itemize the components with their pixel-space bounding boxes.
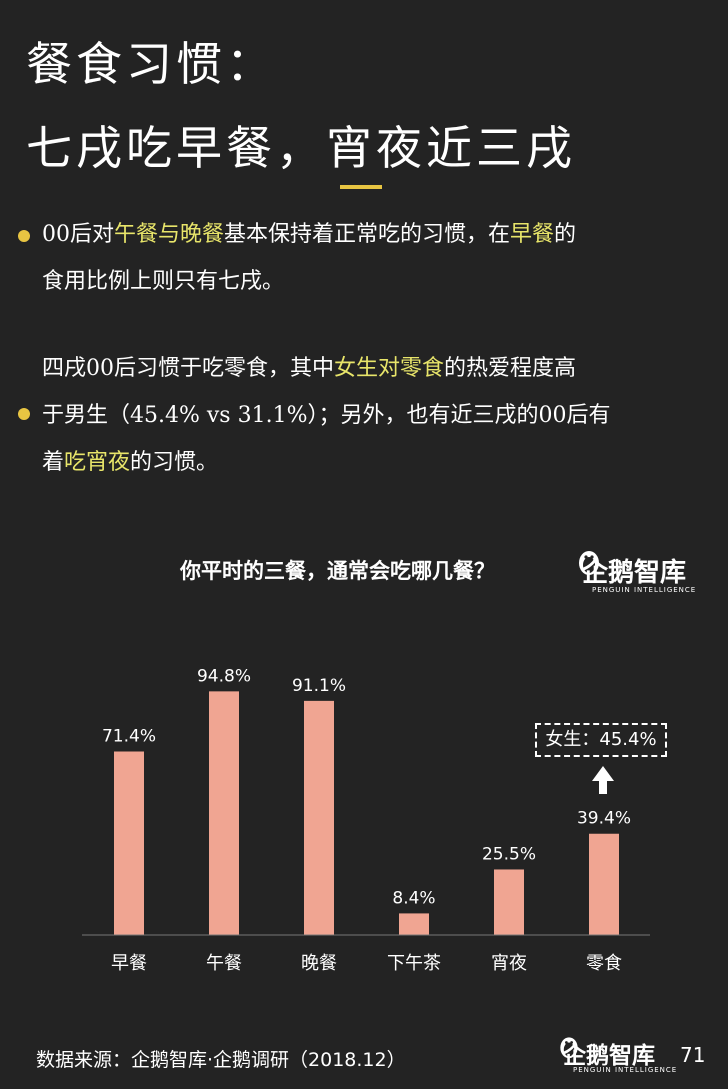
chart-question: 你平时的三餐，通常会吃哪几餐？ — [180, 559, 495, 583]
bar-value-label: 39.4% — [577, 809, 631, 829]
bar-早餐 — [114, 751, 144, 935]
x-tick-label: 晚餐 — [301, 953, 337, 974]
x-tick-label: 早餐 — [111, 953, 147, 974]
logo-subtitle: PENGUIN INTELLIGENCE — [573, 1066, 678, 1074]
up-arrow-icon — [592, 766, 614, 794]
bar-value-label: 91.1% — [292, 676, 346, 696]
paragraph-2-text-5: 的习惯。 — [130, 450, 219, 475]
bar-value-label: 71.4% — [102, 727, 156, 747]
x-tick-label: 午餐 — [206, 953, 242, 974]
bar-下午茶 — [399, 913, 429, 935]
x-tick-label: 下午茶 — [387, 953, 441, 974]
paragraph-2-text-2: 的热爱程度高 — [444, 356, 577, 381]
callout-female-value: 女生：45.4% — [535, 723, 667, 757]
logo-name: 企鹅智库 — [563, 1043, 655, 1069]
bar-chart: 71.4% 早餐 94.8% 午餐 91.1% 晚餐 8.4% 下午茶 25.5% 宵夜 39.4%… — [82, 666, 650, 974]
bar-宵夜 — [494, 869, 524, 935]
page-title-line2: 七戌吃早餐，宵夜近三戌 — [26, 121, 576, 175]
paragraph-2-highlight-2: 吃宵夜 — [64, 450, 131, 475]
title-underline — [340, 185, 382, 189]
bullet-dot-1 — [18, 230, 30, 242]
bar-午餐 — [209, 691, 239, 935]
bar-value-label: 94.8% — [197, 666, 251, 686]
paragraph-2: 四戌00后习惯于吃零食，其中女生对零食的热爱程度高 于男生（45.4% vs 3… — [42, 345, 702, 486]
paragraph-1-highlight-1: 午餐与晚餐 — [114, 222, 225, 247]
x-tick-label: 宵夜 — [491, 953, 527, 974]
paragraph-1-text-4: 食用比例上则只有七戌。 — [42, 269, 285, 294]
bar-value-label: 25.5% — [482, 844, 536, 864]
bar-晚餐 — [304, 700, 334, 935]
bullet-dot-2 — [18, 408, 30, 420]
penguin-icon — [579, 551, 599, 575]
paragraph-2-text-1: 四戌00后习惯于吃零食，其中 — [42, 356, 334, 381]
paragraph-1-highlight-2: 早餐 — [510, 222, 555, 247]
paragraph-2-text-3: 于男生（45.4% vs 31.1%）；另外，也有近三戌的00后有 — [42, 403, 611, 428]
x-tick-label: 零食 — [586, 953, 622, 974]
page-title-line1: 餐食习惯： — [26, 37, 276, 91]
paragraph-1-text-1: 00后对 — [42, 222, 114, 247]
paragraph-1-text-2: 基本保持着正常吃的习惯，在 — [224, 222, 511, 247]
paragraph-1: 00后对午餐与晚餐基本保持着正常吃的习惯，在早餐的 食用比例上则只有七戌。 — [42, 211, 702, 305]
bar-value-label: 8.4% — [392, 888, 435, 908]
paragraph-1-text-3: 的 — [554, 222, 577, 247]
logo-name: 企鹅智库 — [582, 558, 687, 588]
paragraph-2-text-4: 着 — [42, 450, 65, 475]
logo-subtitle: PENGUIN INTELLIGENCE — [592, 586, 697, 594]
bar-零食 — [589, 833, 619, 935]
page-number: 71 — [680, 1043, 706, 1067]
data-source: 数据来源：企鹅智库·企鹅调研（2018.12） — [36, 1049, 406, 1071]
penguin-icon — [560, 1037, 578, 1059]
paragraph-2-highlight-1: 女生对零食 — [334, 356, 445, 381]
